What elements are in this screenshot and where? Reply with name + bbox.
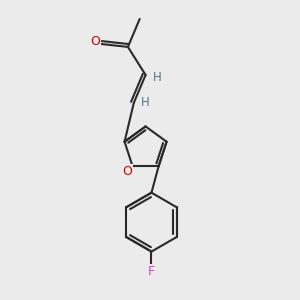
Text: F: F [148, 265, 155, 278]
Text: O: O [122, 165, 132, 178]
Text: H: H [141, 96, 149, 110]
Text: O: O [90, 35, 100, 48]
Text: H: H [152, 71, 161, 84]
